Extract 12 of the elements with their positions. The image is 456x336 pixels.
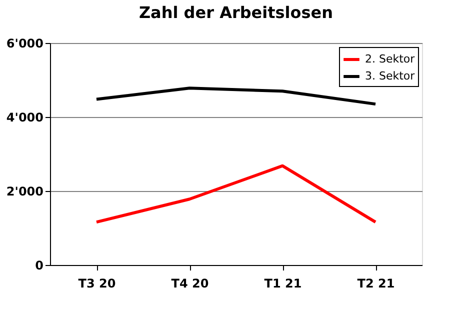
y-tick-label: 4'000 (6, 110, 44, 124)
x-tick-label: T2 21 (357, 276, 395, 290)
x-tick-label: T1 21 (264, 276, 302, 290)
x-tick-label: T4 20 (171, 276, 209, 290)
legend-label: 2. Sektor (365, 52, 416, 66)
x-tick-label: T3 20 (78, 276, 116, 290)
y-tick-label: 2'000 (6, 184, 44, 198)
y-tick-label: 0 (35, 258, 44, 272)
line-series (95, 86, 377, 106)
y-tick-label: 6'000 (6, 36, 44, 50)
chart-title: Zahl der Arbeitslosen (138, 3, 334, 22)
legend-label: 3. Sektor (365, 70, 416, 82)
